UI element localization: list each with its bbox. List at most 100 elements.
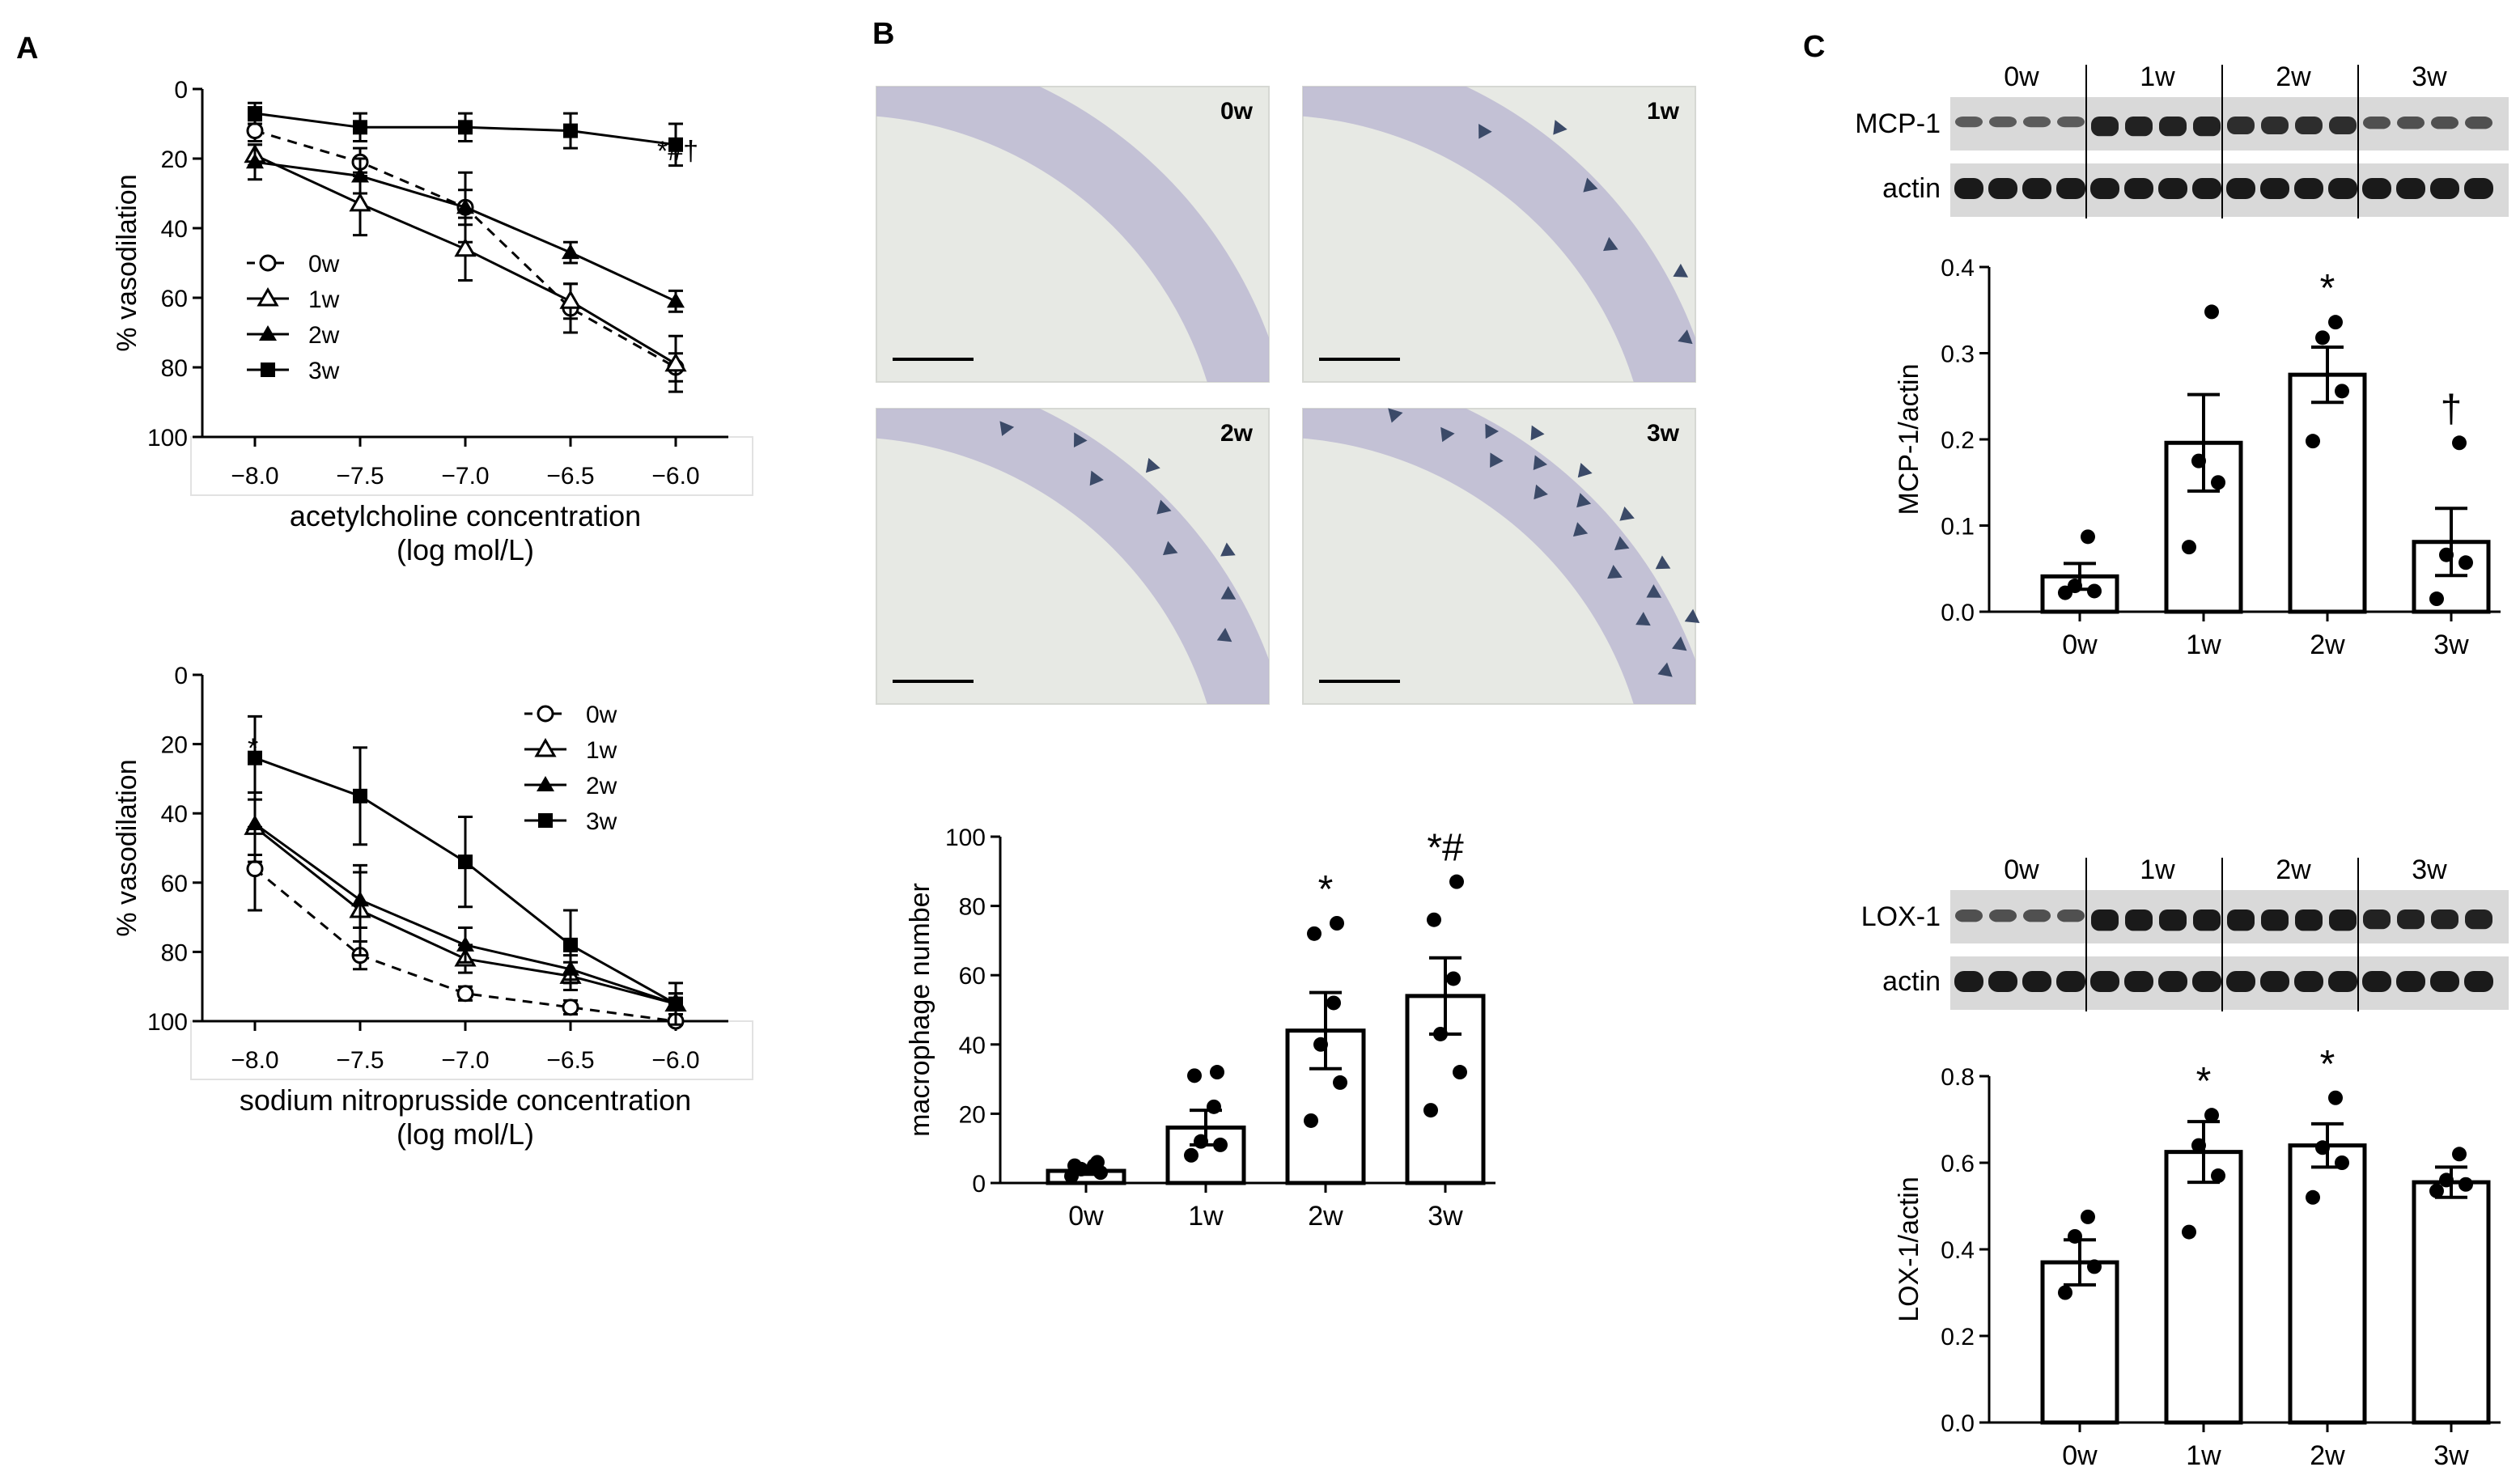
blot-group-label-lox-2w: 2w: [2276, 854, 2311, 885]
arrowhead-marker: [1657, 662, 1673, 677]
blot-band-actin: [2260, 178, 2289, 199]
blot-band: [2125, 909, 2153, 931]
macro-data-point: [1187, 1068, 1202, 1083]
snp-legend-marker-1w: [534, 738, 557, 757]
blot-control-label-lox: actin: [1882, 966, 1941, 997]
lox-y-tick-label: 0.8: [1941, 1064, 1975, 1091]
mcp-data-point: [2191, 453, 2206, 469]
blot-band: [2465, 117, 2492, 129]
vessel-wall: [876, 87, 1269, 382]
blot-band-actin: [2362, 178, 2391, 199]
arrowhead-marker: [1684, 608, 1700, 623]
snp-legend-marker-3w: [538, 813, 553, 828]
mcp-data-point: [2068, 579, 2082, 594]
blot-band-actin: [2362, 971, 2391, 992]
blot-band-actin: [2464, 971, 2493, 992]
lox-bar-2w: [2288, 1143, 2367, 1425]
arrowhead-marker: [1635, 612, 1651, 626]
blot-group-label-lox-3w: 3w: [2412, 854, 2447, 885]
arrowhead-marker: [1156, 499, 1172, 515]
blot-band: [2159, 909, 2187, 931]
macro-data-point: [1207, 1099, 1221, 1114]
vessel-wall: [876, 409, 1269, 704]
lox-data-point: [2306, 1189, 2320, 1205]
blot-band: [2159, 117, 2187, 137]
blot-band-actin: [2260, 971, 2289, 992]
blot-band: [2091, 909, 2119, 931]
lox-y-tick-label: 0.6: [1941, 1151, 1975, 1177]
panel-label-b: B: [872, 17, 894, 51]
lox-data-point: [2081, 1209, 2095, 1224]
lox-data-point: [2068, 1228, 2082, 1244]
histology-label-3w: 3w: [1647, 420, 1680, 447]
snp-legend-marker-0w: [537, 705, 554, 723]
blot-band: [2363, 117, 2391, 129]
arrowhead-marker: [1553, 120, 1568, 135]
blot-band-actin: [2192, 971, 2221, 992]
macro-y-label: macrophage number: [905, 883, 935, 1137]
macro-y-tick-label: 80: [959, 894, 986, 921]
snp-y-label: % vasodilation: [112, 759, 142, 936]
lox-y-tick-label: 0.0: [1941, 1410, 1975, 1437]
ach-legend-label-1w: 1w: [308, 286, 340, 313]
ach-point-2w: [562, 244, 579, 260]
blot-band: [2057, 909, 2085, 922]
snp-y-tick-label: 80: [161, 939, 188, 966]
blot-band: [2329, 909, 2357, 931]
blot-band: [2023, 909, 2051, 922]
ach-point-3w: [458, 120, 473, 135]
ach-point-3w: [563, 123, 578, 138]
macro-data-point: [1184, 1147, 1198, 1163]
arrowhead-marker: [1073, 432, 1088, 448]
blot-band-actin: [2226, 971, 2255, 992]
macro-x-tick-label: 3w: [1428, 1201, 1463, 1232]
macro-data-point: [1210, 1065, 1224, 1080]
lox-annotation-1w: *: [2196, 1060, 2212, 1103]
macro-y-tick-label: 100: [945, 825, 986, 851]
ach-x-tick-label: −7.5: [336, 463, 384, 490]
ach-y-tick-label: 20: [161, 146, 188, 173]
mcp-data-point: [2315, 330, 2330, 346]
snp-point-2w: [246, 815, 264, 831]
blot-band-actin: [2328, 971, 2357, 992]
blot-band: [2091, 117, 2119, 137]
mcp-data-point: [2439, 547, 2454, 562]
arrowhead-marker: [1089, 470, 1104, 486]
snp-point-3w: [458, 854, 473, 870]
lox-bar-1w: [2164, 1150, 2243, 1425]
blot-band-actin: [2022, 178, 2051, 199]
lox-x-tick-label: 0w: [2062, 1440, 2098, 1471]
mcp-y-tick-label: 0.4: [1941, 255, 1975, 282]
lox-data-point: [2058, 1285, 2072, 1300]
snp-y-tick-label: 20: [161, 732, 188, 759]
snp-legend-label-3w: 3w: [586, 808, 617, 835]
macro-y-tick-label: 20: [959, 1101, 986, 1128]
snp-point-2w: [456, 935, 474, 952]
lox-x-tick-label: 3w: [2433, 1440, 2469, 1471]
arrowhead-marker: [1485, 423, 1500, 439]
lox-data-point: [2452, 1147, 2467, 1162]
ach-y-tick-label: 60: [161, 286, 188, 312]
mcp-data-point: [2429, 591, 2444, 607]
blot-band-actin: [2056, 971, 2085, 992]
arrowhead-marker: [1533, 455, 1548, 471]
mcp-data-point: [2458, 555, 2473, 570]
snp-annotation: *: [248, 733, 258, 764]
arrowhead-marker: [1388, 408, 1403, 423]
snp-point-2w: [351, 891, 369, 907]
ach-point-3w: [353, 120, 367, 135]
blot-group-label-mcp-0w: 0w: [2004, 61, 2039, 92]
ach-point-1w: [349, 192, 371, 212]
blot-band: [2261, 117, 2289, 134]
blot-band-actin: [1988, 971, 2017, 992]
panel-label-a: A: [16, 32, 38, 66]
macro-data-point: [1307, 926, 1322, 941]
macro-data-point: [1326, 995, 1341, 1011]
snp-legend-marker-2w: [537, 776, 554, 791]
ach-legend-label-3w: 3w: [308, 358, 340, 384]
mcp-y-label: MCP-1/actin: [1894, 363, 1924, 515]
mcp-annotation-3w: †: [2441, 388, 2463, 430]
macro-data-point: [1067, 1158, 1082, 1173]
macro-data-point: [1449, 874, 1464, 889]
macro-x-tick-label: 2w: [1308, 1201, 1343, 1232]
